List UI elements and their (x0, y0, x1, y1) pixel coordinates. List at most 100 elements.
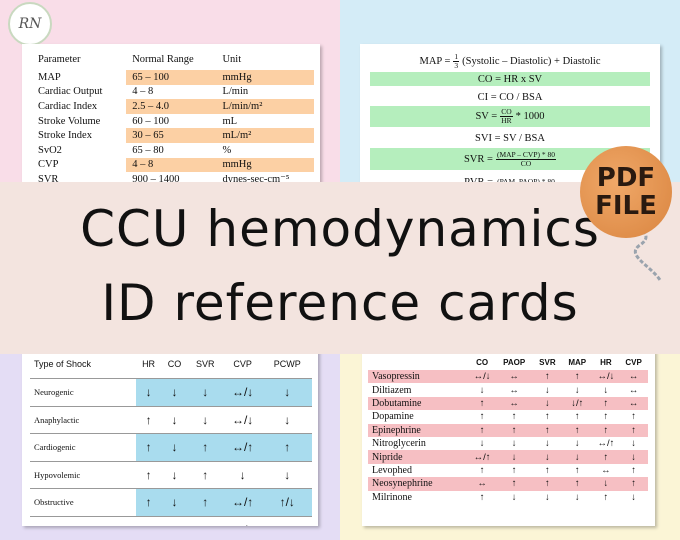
row-label: Stroke Index (38, 130, 92, 142)
cell: ↔/↓ (222, 378, 263, 406)
cell: ↓ (262, 515, 312, 526)
cell: ↓ (511, 438, 517, 450)
table-row: Hypovolemic ↑ ↓ ↑ ↓ ↓ (30, 460, 312, 489)
cell: ↓ (161, 405, 188, 434)
header-cell: CO (167, 359, 182, 369)
cell: ↔/↑ (468, 450, 496, 464)
row-label: Diltiazem (372, 384, 412, 396)
cell: ↑ (135, 515, 162, 526)
cell: ↑ (631, 464, 636, 476)
cell: ↓ (161, 378, 188, 406)
cell: ↑ (479, 411, 485, 423)
cell: ↔ (601, 464, 611, 476)
cell: ↓ (619, 450, 648, 464)
row-label: Levophed (372, 464, 412, 476)
cell: ↓/↑ (561, 396, 593, 411)
cell: ↓ (479, 438, 485, 450)
formula-ci: CI = CO / BSA (370, 90, 650, 104)
cell: ↓ (262, 378, 312, 406)
cell: L/min/m² (216, 99, 314, 114)
shock-table: Type of Shock HR CO SVR CVP PCWP Neurogenic ↓ ↓ ↓… (30, 350, 312, 526)
normal-values-card: Parameter Normal Range Unit MAP 65 – 100 mmHg… (22, 44, 320, 194)
cell: ↓ (592, 477, 620, 491)
table-row: Milrinone ↑ ↓ ↓ ↓ ↑ ↓ (368, 491, 648, 504)
cell: mL/m² (216, 128, 314, 143)
cell: ↑ (135, 488, 162, 516)
badge-line-1: PDF (596, 163, 656, 193)
table-row: Anaphylactic ↑ ↓ ↓ ↔/↓ ↓ (30, 405, 312, 434)
cell: ↔/↑ (222, 433, 263, 461)
row-label: Stroke Volume (38, 115, 101, 127)
row-label: SVR (38, 173, 59, 185)
table-row: Stroke Volume 60 – 100 mL (32, 114, 314, 129)
cell: ↓ (187, 515, 223, 526)
shock-card: Type of Shock HR CO SVR CVP PCWP Neurogenic ↓ ↓ ↓… (22, 340, 318, 526)
cell: ↓ (161, 488, 188, 516)
cell: ↔ (619, 370, 648, 384)
table-row: Cardiogenic ↑ ↓ ↑ ↔/↑ ↑ (30, 433, 312, 461)
cell: ↔/↓ (592, 370, 620, 384)
cell: ↓ (574, 491, 580, 503)
fraction: CO HR (500, 108, 513, 125)
table-row: Cardiac Output 4 – 8 L/min (32, 85, 314, 100)
header-cell: PAOP (503, 357, 526, 367)
cell: 4 – 8 (126, 157, 217, 173)
row-label: Obstructive (30, 488, 136, 516)
formula-lhs: SV = (475, 111, 498, 122)
normal-values-table: Parameter Normal Range Unit MAP 65 – 100 mmHg… (32, 48, 314, 187)
cell: ↑ (511, 411, 517, 423)
cell: ↑ (187, 460, 223, 489)
formula-text: CO = HR x SV (477, 73, 543, 85)
row-label: Cardiac Index (38, 100, 98, 112)
row-label: SvO2 (38, 144, 62, 156)
cell: ↓ (574, 384, 580, 396)
cell: ↔ (495, 396, 533, 411)
row-label: Cardiac Output (38, 86, 103, 98)
formula-rest: (Systolic – Diastolic) + Diastolic (462, 55, 601, 67)
row-label: Dobutamine (368, 396, 469, 411)
cell: ↓ (545, 384, 550, 396)
row-label: CVP (38, 159, 59, 171)
cell: ↓ (603, 384, 609, 396)
header-cell: CVP (233, 359, 252, 369)
cell: ↔/↓ (222, 405, 263, 434)
cell: 65 – 100 (126, 70, 217, 85)
table-row: Neosynephrine ↔ ↑ ↑ ↑ ↓ ↑ (368, 477, 648, 491)
cell: ↓ (511, 491, 517, 503)
cell: ↑ (468, 423, 496, 437)
cell: ↔ (468, 477, 496, 491)
cell: dynes-sec-cm⁻⁵ (222, 174, 290, 186)
cell: % (222, 144, 232, 156)
cell: ↑ (603, 411, 609, 423)
cell: ↑ (592, 450, 620, 464)
numerator: 1 (453, 51, 460, 62)
table-row: Obstructive ↑ ↓ ↑ ↔/↑ ↑/↓ (30, 488, 312, 516)
cell: ↔/↑ (597, 438, 615, 450)
table-row: Dobutamine ↑ ↔ ↓ ↓/↑ ↑ ↔ (368, 396, 648, 411)
cell: ↑ (479, 491, 485, 503)
table-row: Vasopressin ↔/↓ ↔ ↑ ↑ ↔/↓ ↔ (368, 370, 648, 384)
header-row: Parameter Normal Range Unit (32, 48, 314, 70)
cell: ↔/↑ (222, 488, 263, 516)
row-label: Septic (30, 515, 136, 526)
header-cell: Parameter (38, 53, 81, 65)
cell: ↑ (187, 488, 223, 516)
cell: ↔ (509, 384, 519, 396)
table-row: CVP 4 – 8 mmHg (32, 157, 314, 173)
cell: ↓ (262, 405, 312, 434)
row-label: Dopamine (372, 411, 414, 423)
formula-lhs: SVR = (463, 153, 493, 165)
row-label: MAP (38, 71, 61, 83)
fraction: (MAP – CVP) * 80 CO (495, 150, 557, 168)
cell: ↑ (619, 477, 648, 491)
drugs-card: CO PAOP SVR MAP HR CVP Vasopressin ↔/↓ ↔ ↑ ↑ ↔/↓ ↔ Di… (362, 350, 655, 526)
cell: 900 – 1400 (132, 173, 180, 185)
row-label: Neosynephrine (368, 477, 469, 491)
logo: RN (8, 2, 52, 46)
table-row: Dopamine ↑ ↑ ↑ ↑ ↑ ↑ (368, 410, 648, 423)
cell: mmHg (216, 157, 314, 173)
cell: ↑ (561, 423, 593, 437)
